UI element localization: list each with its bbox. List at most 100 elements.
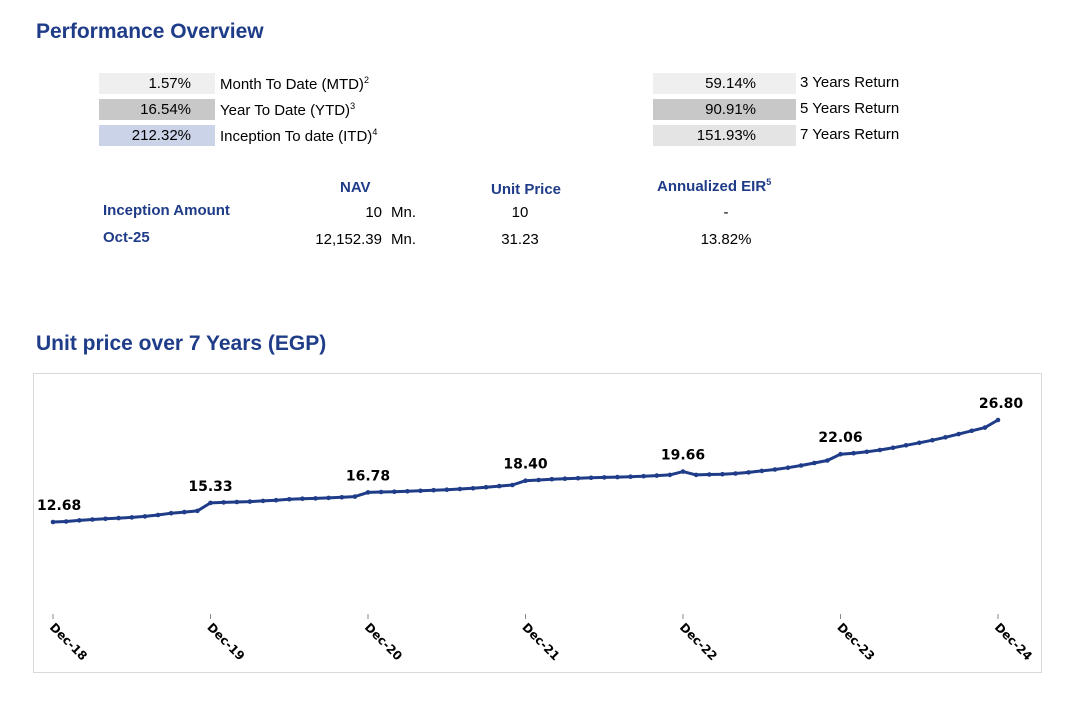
data-point	[313, 496, 318, 501]
data-point	[392, 489, 397, 494]
data-point	[50, 519, 56, 525]
data-point	[497, 483, 502, 489]
data-point	[142, 514, 148, 519]
data-point	[444, 487, 450, 492]
data-point	[588, 475, 594, 481]
itd-label-text: Inception To date (ITD)	[220, 128, 373, 145]
data-point	[943, 435, 948, 440]
data-point	[628, 474, 633, 479]
data-point	[326, 495, 331, 501]
x-tick-label: Dec-19	[204, 620, 247, 663]
data-point	[470, 486, 476, 491]
data-point	[536, 477, 541, 483]
eir-header: Annualized EIR5	[657, 177, 772, 196]
data-point	[182, 509, 187, 515]
data-point	[956, 431, 961, 437]
x-tick-label: Dec-21	[519, 620, 562, 663]
five-year-value: 90.91%	[653, 99, 796, 120]
data-point	[575, 475, 581, 481]
data-point	[903, 443, 909, 448]
x-tick-label: Dec-23	[834, 620, 877, 663]
data-point	[641, 473, 646, 479]
itd-note: 4	[372, 127, 378, 137]
data-point	[483, 484, 489, 490]
data-point	[431, 487, 436, 493]
data-point	[510, 482, 515, 488]
data-point	[365, 490, 371, 495]
data-point	[300, 496, 305, 501]
data-point	[759, 468, 765, 474]
three-year-value: 59.14%	[653, 73, 796, 94]
row-oct25-unit-price: 31.23	[501, 231, 539, 248]
chart-area: Dec-18 Dec-19 Dec-20 Dec-21 Dec-22 Dec-23 Dec-…	[33, 373, 1042, 673]
row-inception-nav-unit: Mn.	[391, 204, 417, 221]
data-label: 15.33	[188, 479, 232, 495]
data-point	[195, 508, 200, 514]
data-label: 26.80	[979, 396, 1024, 412]
data-label: 18.40	[503, 457, 548, 473]
data-point	[890, 445, 896, 451]
row-oct25-eir: 13.82%	[700, 231, 752, 248]
data-point	[63, 519, 69, 524]
itd-label: Inception To date (ITD)4	[220, 126, 377, 147]
data-point	[103, 516, 108, 522]
data-point	[287, 497, 292, 502]
unit-price-header: Unit Price	[491, 181, 562, 198]
data-point	[785, 465, 791, 470]
ytd-note: 3	[350, 101, 356, 111]
row-oct25-nav: 12,152.39	[315, 231, 382, 248]
eir-header-text: Annualized EIR	[657, 178, 767, 195]
five-year-label: 5 Years Return	[800, 100, 900, 117]
data-point	[77, 518, 82, 523]
data-point	[720, 471, 725, 477]
row-inception-eir: -	[723, 204, 729, 221]
x-tick-label: Dec-24	[992, 620, 1035, 663]
data-point	[602, 475, 607, 480]
data-point	[234, 499, 240, 505]
data-point	[654, 473, 660, 478]
data-point	[733, 471, 738, 476]
data-point	[982, 425, 988, 430]
data-point	[352, 494, 358, 499]
data-label: 19.66	[661, 448, 705, 464]
nav-header: NAV	[340, 179, 371, 196]
row-oct25-name: Oct-25	[103, 229, 150, 246]
row-oct25-nav-unit: Mn.	[391, 231, 417, 248]
mtd-label: Month To Date (MTD)2	[220, 74, 369, 95]
x-tick-label: Dec-22	[677, 620, 720, 663]
data-point	[877, 447, 883, 453]
data-point	[457, 486, 463, 492]
data-point	[129, 515, 135, 520]
seven-year-label: 7 Years Return	[800, 126, 900, 143]
data-point	[995, 417, 1001, 423]
row-inception-nav: 10	[365, 204, 382, 221]
row-inception-name: Inception Amount	[103, 202, 230, 219]
data-point	[798, 463, 804, 468]
data-point	[864, 449, 870, 455]
data-point	[208, 500, 213, 506]
data-point	[523, 478, 528, 483]
three-year-label: 3 Years Return	[800, 74, 900, 91]
data-point	[746, 470, 751, 475]
data-label: 12.68	[37, 498, 81, 514]
data-label: 22.06	[818, 430, 862, 446]
data-point	[168, 510, 174, 516]
data-point	[680, 469, 686, 474]
data-point	[221, 500, 226, 505]
data-point	[273, 497, 279, 503]
mtd-note: 2	[363, 75, 369, 85]
data-point	[90, 517, 95, 522]
x-tick-label: Dec-18	[47, 620, 90, 663]
data-point	[615, 474, 620, 480]
data-point	[851, 450, 856, 456]
data-point	[116, 515, 121, 521]
eir-note: 5	[766, 177, 772, 187]
data-point	[155, 512, 161, 518]
data-point	[260, 498, 266, 504]
data-point	[812, 460, 817, 466]
data-point	[549, 476, 555, 482]
mtd-label-text: Month To Date (MTD)	[220, 76, 364, 93]
data-point	[378, 489, 384, 495]
data-point	[930, 437, 935, 443]
page-title: Performance Overview	[36, 20, 264, 43]
